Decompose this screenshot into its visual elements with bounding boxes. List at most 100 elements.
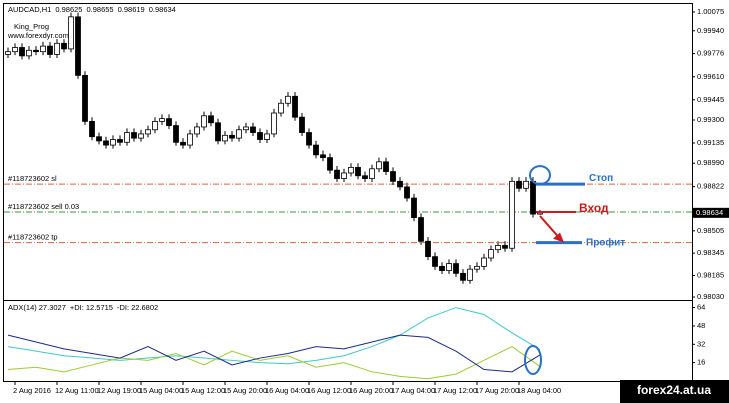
candle-body xyxy=(243,126,249,131)
candle-body xyxy=(502,245,508,249)
y-tick-label: 0.99300 xyxy=(697,115,724,124)
candle-body xyxy=(103,140,109,146)
candle-body xyxy=(250,126,256,133)
candle-body xyxy=(425,240,431,258)
candle-body xyxy=(229,134,235,139)
candle-body xyxy=(110,139,116,146)
y-tick-label: 0.99940 xyxy=(697,26,724,35)
candle-body xyxy=(61,42,67,50)
y-tick-label: 32 xyxy=(697,339,705,348)
plot-frame xyxy=(3,3,693,382)
candle-body xyxy=(68,16,74,50)
candle-body xyxy=(530,180,536,215)
candle-body xyxy=(411,197,417,218)
y-tick-label: 0.98185 xyxy=(697,270,724,279)
candle-body xyxy=(285,95,291,104)
x-tick-label: 16 Aug 12:00 xyxy=(307,386,351,395)
x-tick-label: 15 Aug 20:00 xyxy=(223,386,267,395)
candle-body xyxy=(96,136,102,142)
candle-body xyxy=(320,154,326,159)
x-tick-label: 16 Aug 20:00 xyxy=(349,386,393,395)
header-value: 0.98655 xyxy=(86,5,113,14)
candle-body xyxy=(166,118,172,126)
candle-body xyxy=(439,265,445,271)
header-value: AUDCAD,H1 xyxy=(8,5,51,14)
candle-body xyxy=(446,263,452,271)
candle-body xyxy=(306,132,312,146)
candle-body xyxy=(138,133,144,139)
candle-body xyxy=(19,47,25,57)
candle-body xyxy=(152,120,158,131)
candle-body xyxy=(432,256,438,267)
candle-body xyxy=(390,171,396,182)
watermark: forex24.at.ua xyxy=(637,383,711,397)
site: www.forexdyr.com xyxy=(7,31,69,40)
candle-body xyxy=(82,74,88,122)
candle-body xyxy=(495,245,501,251)
x-tick-label: 18 Aug 04:00 xyxy=(517,386,561,395)
arrow-head xyxy=(553,232,564,243)
candle-body xyxy=(54,42,60,55)
x-tick-label: 12 Aug 19:00 xyxy=(97,386,141,395)
y-tick-label: 1.00075 xyxy=(697,7,724,16)
candle-body xyxy=(201,115,207,128)
candle-body xyxy=(33,49,39,53)
candle-body xyxy=(460,272,466,281)
candle-body xyxy=(397,180,403,188)
order-label: #118723602 sell 0.03 xyxy=(8,202,79,211)
price-tag-label: 0.98634 xyxy=(696,208,723,217)
candle-body xyxy=(453,263,459,274)
candle-body xyxy=(334,169,340,179)
y-tick-label: 48 xyxy=(697,321,705,330)
highlight-circle xyxy=(524,345,542,375)
candle-body xyxy=(145,129,151,135)
candle-body xyxy=(404,186,410,199)
candle-body xyxy=(348,166,354,174)
y-tick-label: 0.98345 xyxy=(697,248,724,257)
indicator-line xyxy=(7,346,541,380)
indicator-line xyxy=(7,307,541,365)
candle-body xyxy=(40,45,46,53)
candle-body xyxy=(376,161,382,170)
stop-label: Стоп xyxy=(589,173,613,184)
watermark-bg xyxy=(620,380,729,403)
y-tick-label: 0.98822 xyxy=(697,182,724,191)
x-tick-label: 15 Aug 04:00 xyxy=(139,386,183,395)
candle-body xyxy=(117,139,123,143)
legend-value: 12.5715 xyxy=(86,303,113,312)
candle-body xyxy=(327,157,333,171)
candle-body xyxy=(159,118,165,122)
highlight-circle xyxy=(529,165,551,186)
candle-body xyxy=(362,175,368,179)
candle-body xyxy=(383,161,389,172)
candle-body xyxy=(208,115,214,124)
y-tick-label: 0.99610 xyxy=(697,72,724,81)
y-tick-label: 16 xyxy=(697,358,705,367)
x-tick-label: 17 Aug 20:00 xyxy=(475,386,519,395)
candle-body xyxy=(355,166,361,177)
candle-body xyxy=(523,180,529,189)
candle-body xyxy=(26,49,32,57)
candle-body xyxy=(278,102,284,114)
legend-name: +DI: xyxy=(70,303,84,312)
y-tick-label: 0.99445 xyxy=(697,95,724,104)
candle-body xyxy=(194,126,200,135)
legend-value: 22.6802 xyxy=(131,303,158,312)
candle-body xyxy=(47,45,53,55)
candle-body xyxy=(264,133,270,140)
candle-body xyxy=(474,265,480,270)
candle-body xyxy=(215,122,221,142)
candle-body xyxy=(180,141,186,146)
candle-body xyxy=(467,268,473,281)
legend-name: -DI: xyxy=(117,303,129,312)
candle-body xyxy=(299,116,305,133)
x-tick-label: 12 Aug 11:00 xyxy=(55,386,99,395)
indicator-line xyxy=(7,334,541,373)
y-tick-label: 0.98505 xyxy=(697,226,724,235)
y-tick-label: 0.99135 xyxy=(697,138,724,147)
candle-body xyxy=(124,132,130,143)
candle-body xyxy=(187,133,193,146)
candle-body xyxy=(509,180,515,249)
